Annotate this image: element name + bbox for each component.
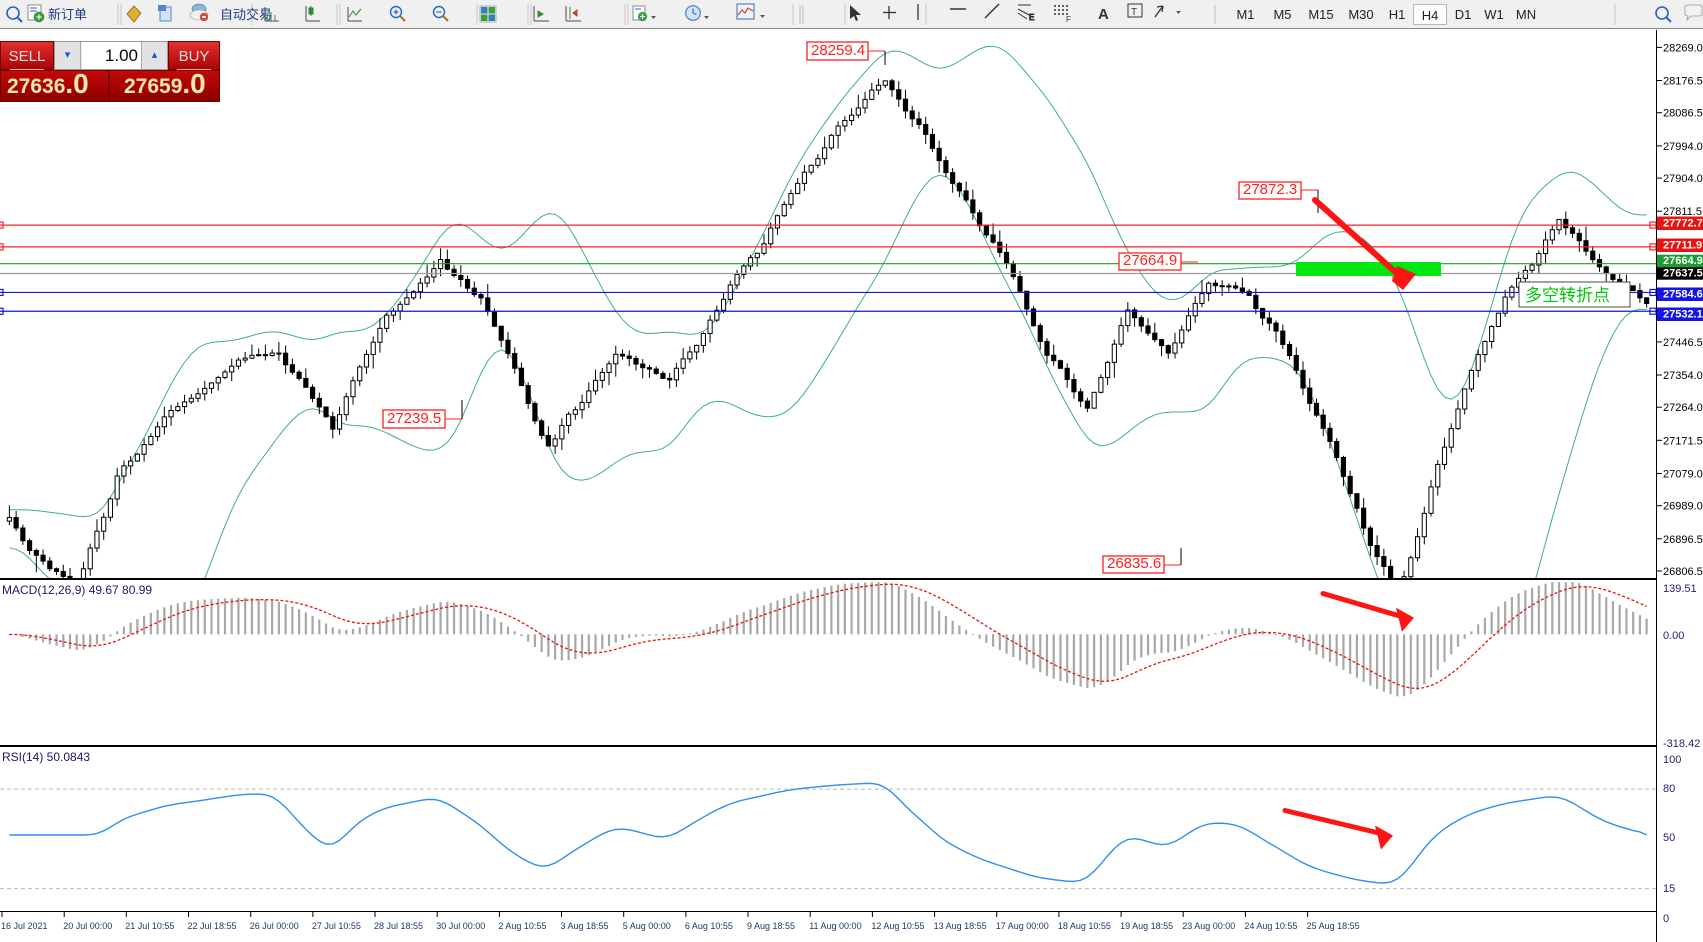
svg-text:27811.5: 27811.5	[1663, 206, 1702, 218]
svg-text:80: 80	[1663, 783, 1675, 795]
svg-text:0.00: 0.00	[1663, 630, 1684, 642]
svg-text:5 Aug 00:00: 5 Aug 00:00	[623, 921, 671, 931]
svg-text:A: A	[1098, 6, 1109, 23]
svg-text:27446.5: 27446.5	[1663, 337, 1703, 349]
svg-text:27584.6: 27584.6	[1663, 289, 1703, 301]
svg-text:26896.5: 26896.5	[1663, 534, 1703, 546]
svg-text:27171.5: 27171.5	[1663, 435, 1703, 447]
svg-text:27904.0: 27904.0	[1663, 173, 1703, 185]
svg-text:多空转折点: 多空转折点	[1525, 286, 1610, 305]
svg-text:27264.0: 27264.0	[1663, 402, 1703, 414]
svg-text:27664.9: 27664.9	[1123, 252, 1177, 269]
svg-text:28269.0: 28269.0	[1663, 42, 1703, 54]
svg-text:24 Aug 10:55: 24 Aug 10:55	[1244, 921, 1297, 931]
svg-text:27772.7: 27772.7	[1663, 218, 1703, 230]
svg-text:T: T	[1131, 7, 1137, 18]
svg-text:28176.5: 28176.5	[1663, 76, 1703, 88]
svg-text:18 Aug 10:55: 18 Aug 10:55	[1058, 921, 1111, 931]
svg-text:27239.5: 27239.5	[387, 410, 441, 427]
svg-text:0: 0	[1663, 913, 1669, 925]
svg-text:27711.9: 27711.9	[1663, 240, 1702, 252]
svg-text:20 Jul 00:00: 20 Jul 00:00	[63, 921, 112, 931]
svg-text:28 Jul 18:55: 28 Jul 18:55	[374, 921, 423, 931]
svg-text:3 Aug 18:55: 3 Aug 18:55	[561, 921, 609, 931]
svg-text:6 Aug 10:55: 6 Aug 10:55	[685, 921, 733, 931]
svg-text:25 Aug 18:55: 25 Aug 18:55	[1307, 921, 1360, 931]
svg-text:15: 15	[1663, 883, 1675, 895]
svg-text:F: F	[1066, 15, 1071, 24]
svg-text:E: E	[1029, 13, 1034, 22]
svg-text:26835.6: 26835.6	[1107, 555, 1161, 572]
svg-text:27637.5: 27637.5	[1663, 268, 1703, 280]
svg-text:27354.0: 27354.0	[1663, 370, 1703, 382]
svg-text:19 Aug 18:55: 19 Aug 18:55	[1120, 921, 1173, 931]
svg-text:27079.0: 27079.0	[1663, 469, 1703, 481]
svg-text:-318.42: -318.42	[1663, 738, 1700, 750]
svg-text:MACD(12,26,9) 49.67 80.99: MACD(12,26,9) 49.67 80.99	[2, 583, 152, 597]
svg-text:26806.5: 26806.5	[1663, 566, 1703, 578]
svg-text:9 Aug 18:55: 9 Aug 18:55	[747, 921, 795, 931]
svg-text:30 Jul 00:00: 30 Jul 00:00	[436, 921, 485, 931]
svg-text:100: 100	[1663, 754, 1681, 766]
svg-text:21 Jul 10:55: 21 Jul 10:55	[125, 921, 174, 931]
svg-text:12 Aug 10:55: 12 Aug 10:55	[871, 921, 924, 931]
svg-text:27532.1: 27532.1	[1663, 309, 1703, 321]
svg-text:28259.4: 28259.4	[811, 42, 865, 59]
svg-text:13 Aug 18:55: 13 Aug 18:55	[934, 921, 987, 931]
svg-text:23 Aug 00:00: 23 Aug 00:00	[1182, 921, 1235, 931]
svg-text:27872.3: 27872.3	[1243, 181, 1297, 198]
svg-text:16 Jul 2021: 16 Jul 2021	[1, 921, 48, 931]
svg-text:2 Aug 10:55: 2 Aug 10:55	[498, 921, 546, 931]
svg-text:27994.0: 27994.0	[1663, 141, 1703, 153]
svg-text:26989.0: 26989.0	[1663, 501, 1703, 513]
svg-text:28086.5: 28086.5	[1663, 108, 1703, 120]
svg-text:27 Jul 10:55: 27 Jul 10:55	[312, 921, 361, 931]
svg-text:11 Aug 00:00: 11 Aug 00:00	[809, 921, 861, 931]
svg-text:新订单: 新订单	[48, 7, 87, 22]
svg-text:RSI(14) 50.0843: RSI(14) 50.0843	[2, 750, 90, 764]
svg-text:27664.9: 27664.9	[1663, 255, 1703, 267]
svg-text:自动交易: 自动交易	[220, 7, 272, 22]
svg-text:26 Jul 00:00: 26 Jul 00:00	[250, 921, 299, 931]
svg-text:22 Jul 18:55: 22 Jul 18:55	[188, 921, 237, 931]
svg-text:50: 50	[1663, 832, 1675, 844]
svg-text:17 Aug 00:00: 17 Aug 00:00	[996, 921, 1049, 931]
svg-text:139.51: 139.51	[1663, 583, 1697, 595]
